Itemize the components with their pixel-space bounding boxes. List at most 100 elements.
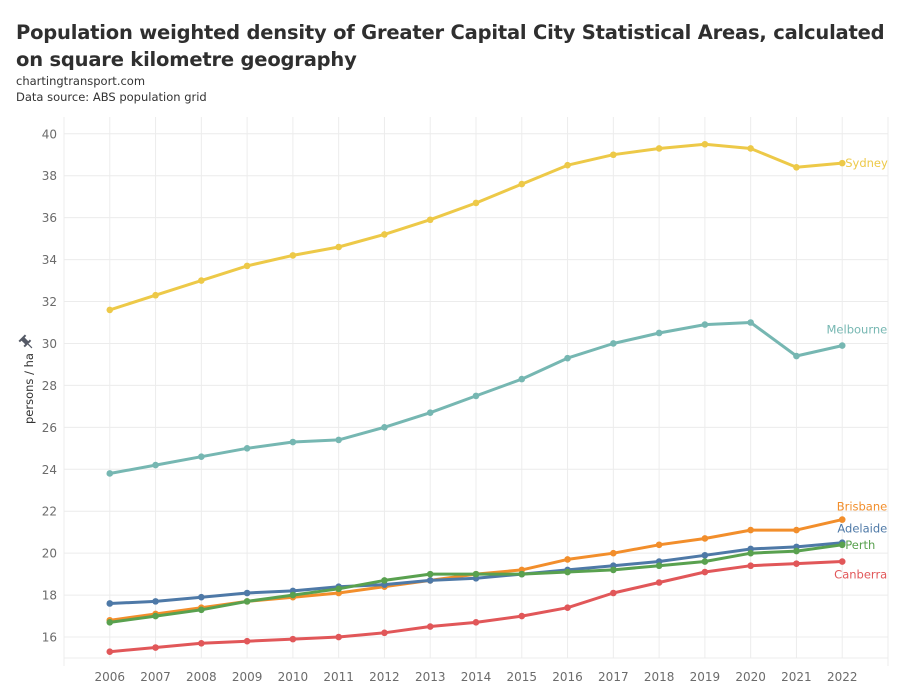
point-adelaide[interactable] xyxy=(701,551,709,559)
point-perth[interactable] xyxy=(243,598,251,605)
point-melbourne[interactable] xyxy=(198,453,205,460)
gridlines xyxy=(63,117,889,666)
point-sydney[interactable] xyxy=(198,277,205,284)
point-brisbane[interactable] xyxy=(838,516,846,523)
y-tick-label: 18 xyxy=(42,589,57,603)
point-canberra[interactable] xyxy=(426,623,434,630)
y-tick-label: 26 xyxy=(42,421,57,435)
point-adelaide[interactable] xyxy=(243,589,251,597)
point-melbourne[interactable] xyxy=(610,340,617,347)
point-brisbane[interactable] xyxy=(701,535,709,542)
point-sydney[interactable] xyxy=(793,164,800,171)
pin-icon[interactable] xyxy=(18,334,36,352)
point-sydney[interactable] xyxy=(838,159,846,167)
point-melbourne[interactable] xyxy=(564,354,571,362)
point-melbourne[interactable] xyxy=(701,321,709,328)
point-perth[interactable] xyxy=(381,577,388,584)
series-perth xyxy=(106,541,846,626)
point-brisbane[interactable] xyxy=(747,526,754,534)
point-brisbane[interactable] xyxy=(655,541,663,549)
point-melbourne[interactable] xyxy=(518,375,526,383)
point-brisbane[interactable] xyxy=(793,526,800,534)
point-sydney[interactable] xyxy=(655,145,663,152)
point-melbourne[interactable] xyxy=(335,436,342,444)
point-brisbane[interactable] xyxy=(564,556,571,563)
point-canberra[interactable] xyxy=(518,612,526,620)
point-adelaide[interactable] xyxy=(152,598,159,605)
point-sydney[interactable] xyxy=(243,262,251,270)
point-perth[interactable] xyxy=(289,591,297,599)
y-tick-label: 40 xyxy=(42,127,57,141)
point-canberra[interactable] xyxy=(838,558,846,565)
series-labels: Sydney Melbourne Brisbane Adelaide Perth Canb… xyxy=(827,156,888,581)
point-canberra[interactable] xyxy=(243,637,251,645)
point-perth[interactable] xyxy=(747,549,754,557)
point-sydney[interactable] xyxy=(747,145,754,152)
point-perth[interactable] xyxy=(838,541,846,549)
point-brisbane[interactable] xyxy=(610,549,617,557)
point-perth[interactable] xyxy=(472,570,480,578)
series-label-melbourne: Melbourne xyxy=(827,323,888,337)
point-sydney[interactable] xyxy=(426,216,434,224)
x-tick-label: 2008 xyxy=(186,670,217,684)
point-sydney[interactable] xyxy=(381,231,388,238)
point-perth[interactable] xyxy=(518,570,526,578)
series xyxy=(106,140,846,656)
point-melbourne[interactable] xyxy=(426,409,434,416)
point-perth[interactable] xyxy=(426,570,434,578)
point-canberra[interactable] xyxy=(335,633,342,641)
y-axis-label: persons / ha xyxy=(22,353,36,424)
point-canberra[interactable] xyxy=(564,604,571,611)
series-label-canberra: Canberra xyxy=(834,568,887,582)
point-melbourne[interactable] xyxy=(106,470,114,477)
point-canberra[interactable] xyxy=(152,644,159,651)
point-melbourne[interactable] xyxy=(793,352,800,360)
point-perth[interactable] xyxy=(655,562,663,570)
point-adelaide[interactable] xyxy=(106,600,114,607)
series-sydney xyxy=(106,140,846,314)
y-tick-label: 28 xyxy=(42,379,57,393)
point-perth[interactable] xyxy=(701,558,709,565)
point-perth[interactable] xyxy=(564,568,571,576)
point-perth[interactable] xyxy=(106,619,114,626)
point-canberra[interactable] xyxy=(472,619,480,626)
point-canberra[interactable] xyxy=(106,648,114,656)
point-melbourne[interactable] xyxy=(838,342,846,349)
point-melbourne[interactable] xyxy=(472,392,480,400)
x-tick-label: 2022 xyxy=(827,670,858,684)
point-sydney[interactable] xyxy=(106,306,114,314)
point-perth[interactable] xyxy=(152,612,159,620)
point-sydney[interactable] xyxy=(335,243,342,251)
x-tick-label: 2021 xyxy=(781,670,812,684)
point-sydney[interactable] xyxy=(518,180,526,188)
point-melbourne[interactable] xyxy=(655,329,663,337)
point-melbourne[interactable] xyxy=(289,438,297,446)
point-perth[interactable] xyxy=(610,566,617,574)
point-sydney[interactable] xyxy=(610,151,617,159)
point-adelaide[interactable] xyxy=(198,593,205,601)
point-adelaide[interactable] xyxy=(426,577,434,584)
chart-title: Population weighted density of Greater C… xyxy=(16,21,885,71)
point-perth[interactable] xyxy=(198,606,205,614)
y-tick-label: 16 xyxy=(42,631,57,645)
point-canberra[interactable] xyxy=(198,640,205,647)
point-sydney[interactable] xyxy=(472,199,480,207)
point-canberra[interactable] xyxy=(289,635,297,643)
point-perth[interactable] xyxy=(335,585,342,593)
point-melbourne[interactable] xyxy=(243,445,251,452)
point-canberra[interactable] xyxy=(381,629,388,637)
point-sydney[interactable] xyxy=(152,291,159,299)
point-melbourne[interactable] xyxy=(747,319,754,326)
point-canberra[interactable] xyxy=(655,579,663,586)
x-tick-label: 2007 xyxy=(140,670,171,684)
point-perth[interactable] xyxy=(793,547,800,555)
point-sydney[interactable] xyxy=(564,161,571,169)
point-melbourne[interactable] xyxy=(381,424,388,431)
point-melbourne[interactable] xyxy=(152,461,159,469)
point-sydney[interactable] xyxy=(289,252,297,259)
point-canberra[interactable] xyxy=(793,560,800,567)
point-canberra[interactable] xyxy=(747,562,754,570)
point-canberra[interactable] xyxy=(610,589,617,597)
point-sydney[interactable] xyxy=(701,140,709,148)
point-canberra[interactable] xyxy=(701,568,709,576)
